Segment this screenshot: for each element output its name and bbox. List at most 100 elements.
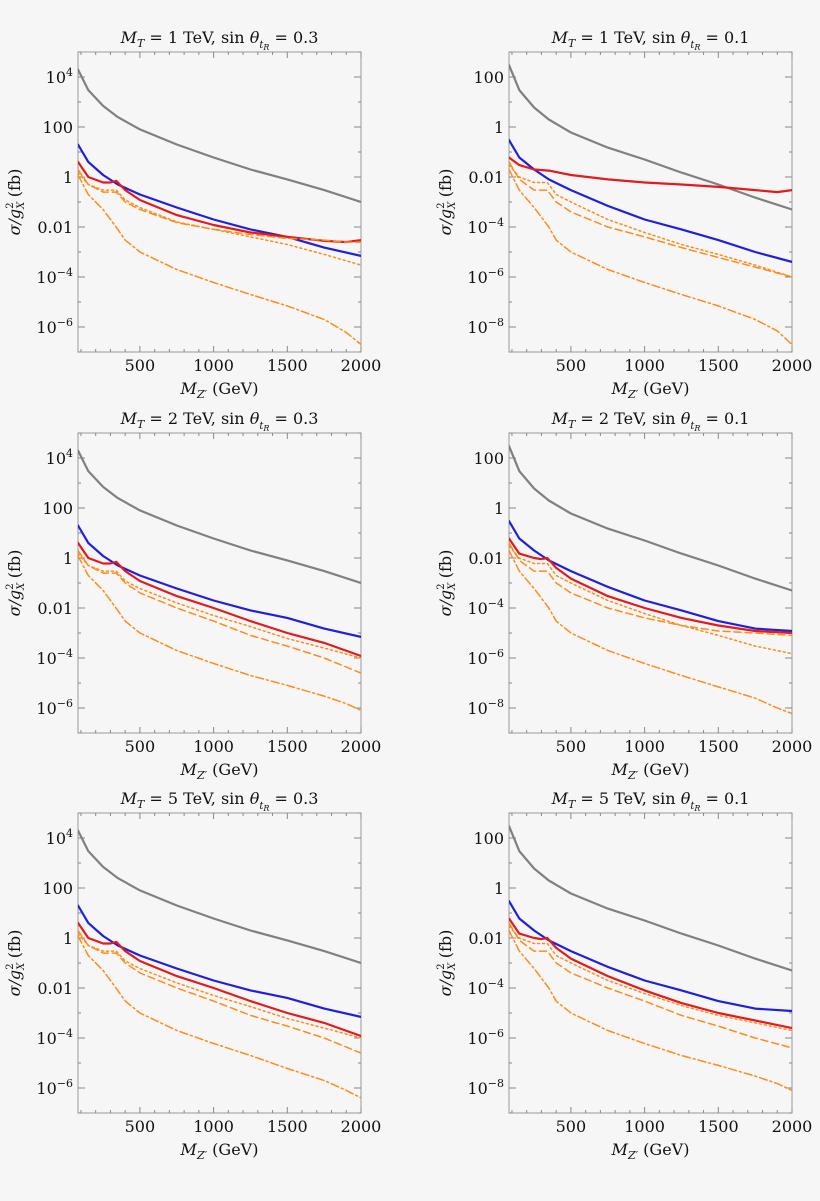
x-tick-label: 500 — [125, 737, 156, 756]
x-tick-label: 500 — [125, 356, 156, 375]
x-tick-label: 500 — [556, 356, 587, 375]
series-line-4 — [78, 932, 361, 1039]
y-tick-label: 100 — [473, 68, 504, 87]
series-line-6 — [78, 555, 361, 712]
x-tick-label: 2000 — [772, 737, 813, 756]
plot-frame — [77, 812, 362, 1114]
y-tick-label: 10−6 — [36, 316, 73, 337]
series-line-4 — [509, 545, 792, 655]
x-tick-label: 1500 — [267, 737, 308, 756]
series-line-6 — [78, 174, 361, 346]
y-tick-label: 1 — [494, 499, 504, 518]
series-line-3 — [509, 917, 792, 1030]
y-tick-label: 0.01 — [37, 218, 73, 237]
y-axis-label: σ/gX2 (fb) — [436, 550, 458, 617]
y-tick-label: 1 — [494, 118, 504, 137]
chart-panel-4: 500 1000 1500 2000 100 1 0.01 10−4 10−6 10−8 MT = … — [436, 409, 812, 782]
x-tick-label: 1000 — [193, 356, 234, 375]
y-tick-label: 10−4 — [36, 266, 73, 287]
y-tick-label: 10−6 — [36, 1077, 73, 1098]
series-group — [509, 445, 792, 715]
series-line-5 — [509, 922, 792, 1049]
x-tick-label: 1000 — [193, 737, 234, 756]
series-line-4 — [78, 552, 361, 659]
series-line-2 — [78, 143, 361, 257]
y-tick-label: 0.01 — [37, 979, 73, 998]
series-line-3 — [509, 156, 792, 194]
chart-panel-1: 500 1000 1500 2000 104 100 1 0.01 10−4 10−6 MT = 1… — [5, 28, 381, 401]
y-axis-label: σ/gX2 (fb) — [436, 930, 458, 997]
y-tick-label: 1 — [63, 929, 73, 948]
x-tick-label: 1500 — [698, 737, 739, 756]
x-tick-label: 2000 — [772, 1117, 813, 1136]
x-tick-label: 1500 — [267, 356, 308, 375]
series-line-3 — [78, 541, 361, 658]
x-tick-label: 500 — [556, 737, 587, 756]
series-line-4 — [509, 925, 792, 1032]
y-tick-label: 100 — [42, 879, 73, 898]
chart-panel-6: 500 1000 1500 2000 100 1 0.01 10−4 10−6 10−8 MT = … — [436, 789, 812, 1162]
series-line-3 — [509, 537, 792, 635]
series-group — [78, 449, 361, 712]
series-line-2 — [509, 139, 792, 263]
series-line-6 — [509, 549, 792, 715]
plot-frame — [508, 432, 793, 734]
series-group — [78, 829, 361, 1099]
y-tick-label: 1 — [63, 168, 73, 187]
y-tick-label: 10−4 — [467, 216, 504, 237]
y-tick-label: 104 — [46, 827, 73, 848]
series-line-5 — [78, 549, 361, 674]
y-tick-label: 0.01 — [468, 929, 504, 948]
y-tick-label: 104 — [46, 66, 73, 87]
series-line-3 — [78, 921, 361, 1038]
series-line-5 — [509, 161, 792, 278]
x-tick-label: 1000 — [624, 356, 665, 375]
series-line-1 — [509, 824, 792, 972]
chart-title: MT = 1 TeV, sin θtR = 0.1 — [551, 28, 750, 52]
series-line-5 — [78, 168, 361, 243]
y-tick-label: 100 — [473, 829, 504, 848]
x-tick-label: 1500 — [267, 1117, 308, 1136]
chart-title: MT = 5 TeV, sin θtR = 0.3 — [120, 789, 319, 813]
chart-title: MT = 2 TeV, sin θtR = 0.3 — [120, 409, 319, 433]
y-tick-label: 1 — [494, 879, 504, 898]
y-tick-label: 10−8 — [467, 1077, 504, 1098]
x-axis-label: MZ′ (GeV) — [180, 379, 259, 401]
y-tick-label: 100 — [42, 499, 73, 518]
series-line-1 — [509, 445, 792, 592]
x-tick-label: 2000 — [341, 737, 382, 756]
y-axis-label: σ/gX2 (fb) — [5, 169, 27, 236]
series-line-2 — [78, 524, 361, 639]
y-tick-label: 10−4 — [36, 1027, 73, 1048]
plot-frame — [508, 51, 793, 353]
series-line-2 — [509, 899, 792, 1013]
y-tick-label: 100 — [42, 118, 73, 137]
y-tick-label: 10−8 — [467, 316, 504, 337]
x-tick-label: 500 — [125, 1117, 156, 1136]
series-line-2 — [78, 904, 361, 1019]
y-tick-label: 0.01 — [468, 168, 504, 187]
chart-title: MT = 1 TeV, sin θtR = 0.3 — [120, 28, 319, 52]
chart-panel-5: 500 1000 1500 2000 104 100 1 0.01 10−4 10−6 MT = 5… — [5, 789, 381, 1162]
series-line-6 — [78, 935, 361, 1099]
y-tick-label: 10−6 — [467, 647, 504, 668]
x-tick-label: 2000 — [341, 356, 382, 375]
series-line-1 — [78, 829, 361, 965]
y-tick-label: 0.01 — [468, 549, 504, 568]
chart-title: MT = 2 TeV, sin θtR = 0.1 — [551, 409, 750, 433]
plot-frame — [77, 51, 362, 353]
y-axis-label: σ/gX2 (fb) — [5, 930, 27, 997]
x-tick-label: 1000 — [624, 1117, 665, 1136]
y-tick-label: 10−4 — [467, 977, 504, 998]
y-tick-label: 100 — [473, 449, 504, 468]
chart-panel-3: 500 1000 1500 2000 104 100 1 0.01 10−4 10−6 MT = 2… — [5, 409, 381, 782]
series-group — [509, 824, 792, 1092]
series-line-1 — [78, 68, 361, 204]
y-tick-label: 10−6 — [467, 1027, 504, 1048]
series-line-6 — [509, 929, 792, 1092]
plot-frame — [77, 432, 362, 734]
series-line-4 — [509, 164, 792, 278]
x-tick-label: 1000 — [193, 1117, 234, 1136]
x-axis-label: MZ′ (GeV) — [180, 760, 259, 782]
